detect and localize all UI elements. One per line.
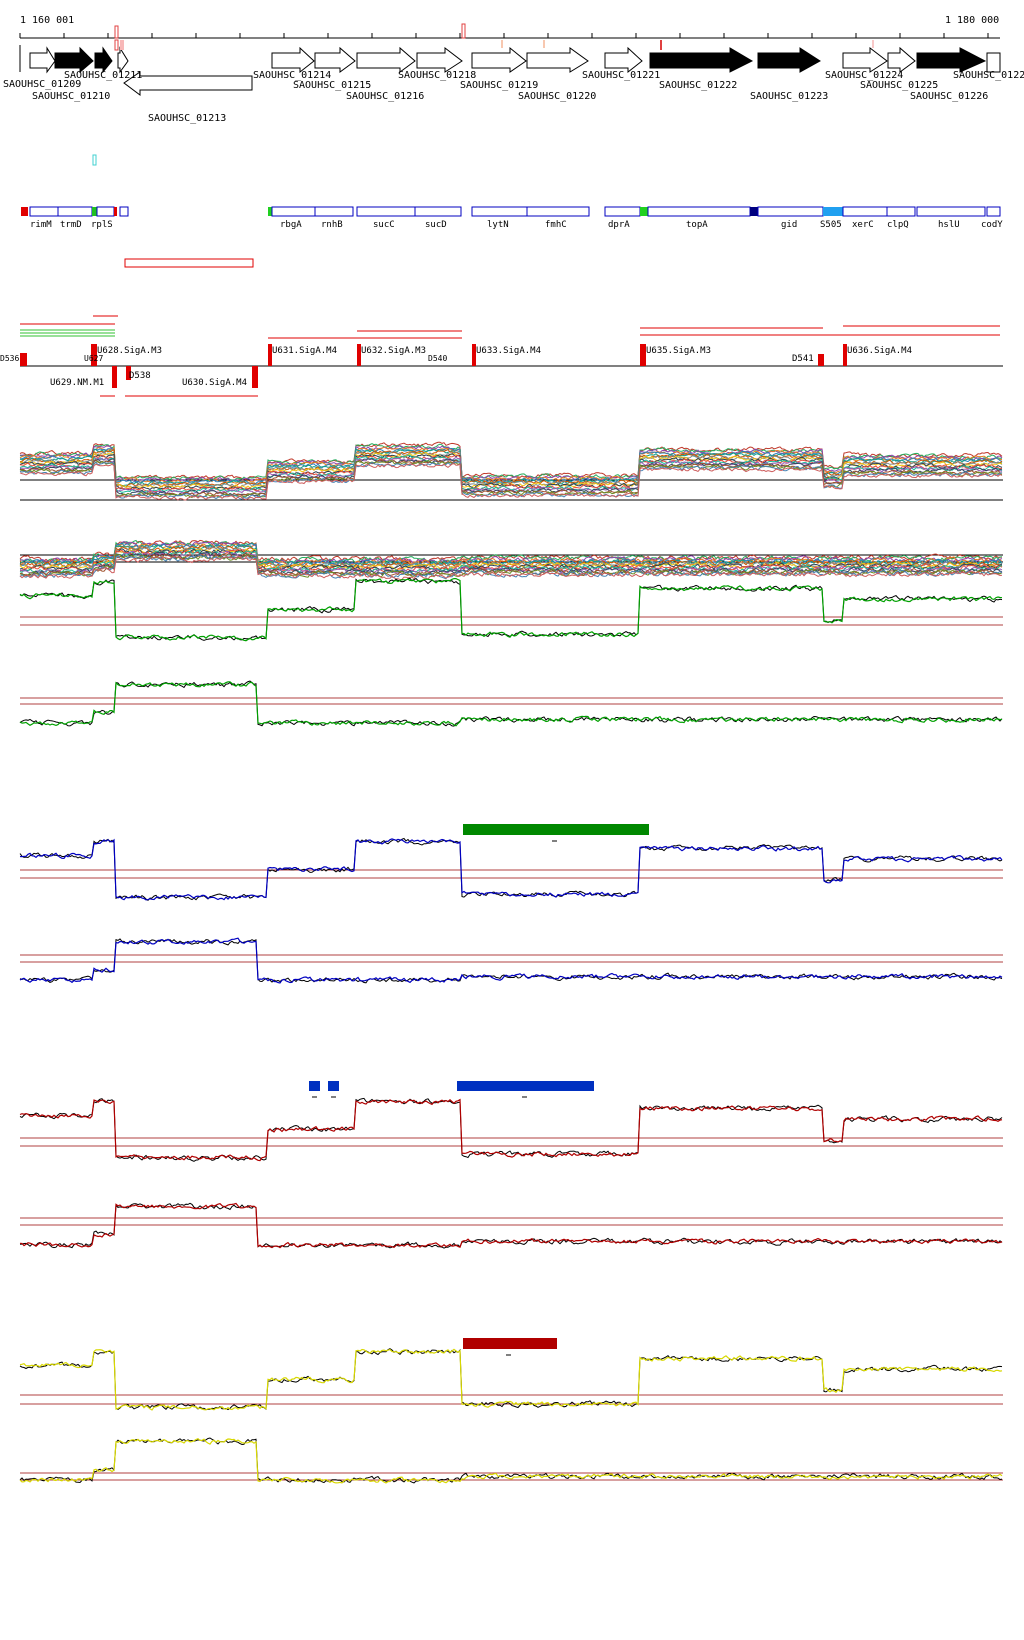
gene-arrow-01223[interactable] [757, 47, 821, 73]
promoter-U628: U628.SigA.M3 [97, 346, 162, 356]
gene-arrow-01219[interactable] [471, 46, 527, 73]
gene-name-topA: topA [686, 220, 708, 230]
promoter-U629: U629.NM.M1 [50, 378, 104, 388]
blue-region-bar-3 [457, 1081, 594, 1091]
gene-arrow-01221[interactable] [604, 46, 643, 74]
promoter-U630: U630.SigA.M4 [182, 378, 247, 388]
red-region-bar [463, 1338, 557, 1349]
gene-label-01225: SAOUHSC_01225 [860, 80, 938, 91]
promoter-D541: D541 [792, 354, 814, 364]
gene-name-S505: S505 [820, 220, 842, 230]
multi-condition-panel-top [19, 441, 1003, 501]
promoter-U635: U635.SigA.M3 [646, 346, 711, 356]
gene-arrow-01210[interactable] [54, 46, 94, 74]
gene-label-01220: SAOUHSC_01220 [518, 91, 596, 102]
gene-label-01209: SAOUHSC_01209 [3, 79, 81, 90]
gene-name-rplS: rplS [91, 220, 113, 230]
gene-arrow-01209[interactable] [29, 46, 56, 74]
gene-arrow-01213[interactable] [123, 71, 253, 96]
gene-label-01223: SAOUHSC_01223 [750, 91, 828, 102]
gene-name-fmhC: fmhC [545, 220, 567, 230]
gene-arrow-01227[interactable] [986, 52, 1001, 73]
gene-name-trmD: trmD [60, 220, 82, 230]
gene-label-01218: SAOUHSC_01218 [398, 70, 476, 81]
gene-label-01214: SAOUHSC_01214 [253, 70, 331, 81]
promoter-U633: U633.SigA.M4 [476, 346, 541, 356]
gene-arrow-01220[interactable] [526, 47, 589, 73]
red-region-box [124, 258, 254, 268]
promoter-U636: U636.SigA.M4 [847, 346, 912, 356]
gene-label-01221: SAOUHSC_01221 [582, 70, 660, 81]
transcript-lines [20, 315, 1000, 397]
gene-arrow-01218[interactable] [416, 46, 463, 73]
gene-label-01210: SAOUHSC_01210 [32, 91, 110, 102]
ruler-end-label: 1 180 000 [945, 15, 999, 26]
gene-name-gid: gid [781, 220, 797, 230]
gene-arrow-01226[interactable] [916, 47, 987, 73]
gene-label-01215: SAOUHSC_01215 [293, 80, 371, 91]
gene-name-sucC: sucC [373, 220, 395, 230]
green-region-bar [463, 824, 649, 835]
promoter-U627: U627 [84, 354, 103, 363]
gene-arrow-01211[interactable] [94, 46, 113, 74]
gene-label-01211: SAOUHSC_01211 [64, 70, 142, 81]
gene-arrow-01215[interactable] [314, 46, 356, 73]
gene-name-track: rimM trmD rplS rbgA rnhB sucC sucD lytN … [21, 206, 1003, 230]
gene-arrow-01216[interactable] [356, 46, 416, 73]
promoter-track: D536 U627 D540 U628.SigA.M3 U631.SigA.M4… [0, 344, 1003, 388]
gene-label-01213: SAOUHSC_01213 [148, 113, 226, 124]
gene-arrow-01222[interactable] [649, 47, 754, 73]
promoter-U632: U632.SigA.M3 [361, 346, 426, 356]
gene-name-rnhB: rnhB [321, 220, 343, 230]
gene-name-sucD: sucD [425, 220, 447, 230]
gene-arrow-01224[interactable] [842, 46, 888, 73]
promoter-D536: D536 [0, 354, 19, 363]
gene-label-01222: SAOUHSC_01222 [659, 80, 737, 91]
gene-label-01224: SAOUHSC_01224 [825, 70, 903, 81]
gene-label-01226: SAOUHSC_01226 [910, 91, 988, 102]
promoter-U631: U631.SigA.M4 [272, 346, 337, 356]
gene-name-xerC: xerC [852, 220, 874, 230]
gene-arrow-01214[interactable] [271, 46, 315, 74]
gene-name-clpQ: clpQ [887, 220, 909, 230]
gene-name-dprA: dprA [608, 220, 630, 230]
gene-name-lytN: lytN [487, 220, 509, 230]
gene-name-rimM: rimM [30, 220, 52, 230]
gene-name-hslU: hslU [938, 220, 960, 230]
gene-label-01227: SAOUHSC_0122 [953, 70, 1024, 81]
gene-label-01216: SAOUHSC_01216 [346, 91, 424, 102]
gene-name-codY: codY [981, 220, 1003, 230]
blue-region-bar-2 [328, 1081, 339, 1091]
gene-arrow-01212[interactable] [117, 46, 129, 74]
promoter-D538: D538 [129, 371, 151, 381]
gene-name-rbgA: rbgA [280, 220, 302, 230]
region-bars [309, 824, 649, 1356]
multi-condition-panel-bottom [19, 539, 1003, 581]
ruler-start-label: 1 160 001 [20, 15, 74, 26]
promoter-D540: D540 [428, 354, 447, 363]
expression-pair-panels [19, 577, 1003, 1484]
blue-region-bar-1 [309, 1081, 320, 1091]
gene-label-01219: SAOUHSC_01219 [460, 80, 538, 91]
cyan-marker [92, 154, 97, 166]
gene-arrow-01225[interactable] [887, 46, 916, 73]
coordinate-ruler: 1 160 001 1 180 000 [19, 15, 1000, 39]
gene-track: SAOUHSC_01209 SAOUHSC_01210 SAOUHSC_0121… [3, 39, 1024, 124]
